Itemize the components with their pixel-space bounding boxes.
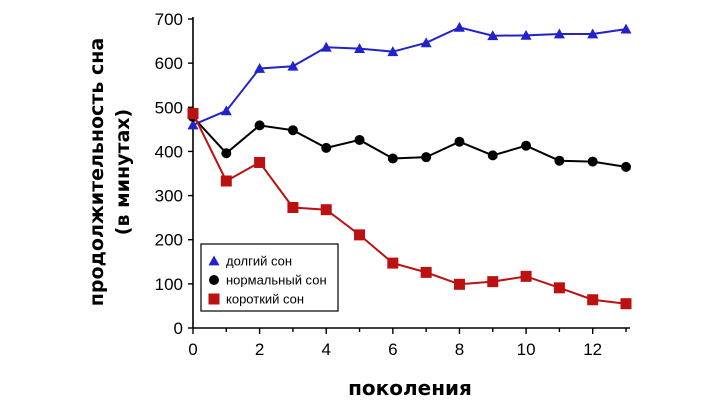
x-ticks: 0 2 4 6 8 10 12 (188, 328, 627, 359)
data-point (621, 161, 631, 172)
x-tick-label: 2 (255, 340, 264, 359)
legend-box (200, 243, 339, 312)
data-point (320, 204, 332, 216)
y-tick-label: 700 (155, 10, 183, 29)
data-point (487, 150, 498, 161)
data-point (354, 134, 365, 145)
y-tick-label: 300 (155, 187, 183, 206)
series-line (192, 26, 627, 126)
data-point (453, 278, 465, 290)
data-point (620, 298, 632, 310)
legend-label: долгий сон (226, 254, 292, 269)
data-point (220, 105, 232, 116)
data-point (587, 156, 598, 167)
data-point (254, 120, 265, 131)
data-point (554, 155, 565, 166)
axes (192, 17, 630, 329)
data-point (521, 140, 532, 151)
data-point (387, 257, 399, 269)
data-point (453, 21, 465, 32)
y-tick-label: 400 (155, 142, 183, 161)
data-point (187, 107, 199, 119)
data-point (587, 294, 599, 306)
data-point (354, 43, 366, 53)
data-point (487, 276, 499, 288)
y-axis-label-line-1: продолжительность сна (86, 38, 108, 306)
legend-marker (208, 293, 220, 305)
data-point (287, 201, 299, 213)
data-point (254, 62, 266, 73)
data-point (320, 41, 332, 52)
data-point (553, 28, 565, 39)
data-point (620, 23, 632, 34)
series-line (192, 116, 627, 168)
data-point (487, 30, 499, 41)
data-point (387, 46, 399, 57)
x-tick-label: 12 (583, 340, 602, 359)
x-tick-label: 8 (455, 340, 464, 359)
data-point (220, 175, 232, 187)
legend-label: нормальный сон (226, 273, 327, 288)
y-axis-label-line-2: (в минутах) (112, 109, 134, 235)
x-tick-label: 10 (517, 340, 536, 359)
data-point (387, 153, 398, 164)
data-point (221, 148, 232, 159)
series-line (192, 113, 627, 305)
data-point (587, 28, 599, 39)
series-layer (187, 21, 632, 310)
data-point (187, 119, 199, 130)
data-point (254, 156, 266, 168)
data-point (553, 282, 565, 294)
series-square (187, 107, 632, 310)
data-point (287, 125, 298, 136)
y-tick-label: 500 (155, 98, 183, 117)
legend: долгий сон нормальный сон короткий сон (200, 243, 339, 312)
data-point (421, 152, 432, 163)
data-point (321, 142, 332, 153)
x-tick-label: 4 (321, 340, 330, 359)
data-point (420, 37, 432, 48)
y-tick-label: 100 (155, 275, 183, 294)
legend-label: короткий сон (226, 292, 304, 307)
x-tick-label: 6 (388, 340, 397, 359)
data-point (420, 266, 432, 278)
data-point (287, 60, 299, 71)
data-point (520, 29, 532, 40)
x-tick-label: 0 (188, 340, 197, 359)
data-point (454, 136, 465, 147)
y-tick-label: 200 (155, 231, 183, 250)
series-triangle (187, 21, 632, 130)
legend-marker (209, 275, 219, 285)
y-tick-label: 0 (174, 319, 183, 338)
y-ticks: 0 100 200 300 400 500 600 700 (155, 10, 193, 338)
legend-marker (208, 255, 220, 266)
y-tick-label: 600 (155, 54, 183, 73)
data-point (520, 270, 532, 282)
data-point (354, 229, 366, 241)
x-axis-label: поколения (348, 376, 472, 400)
